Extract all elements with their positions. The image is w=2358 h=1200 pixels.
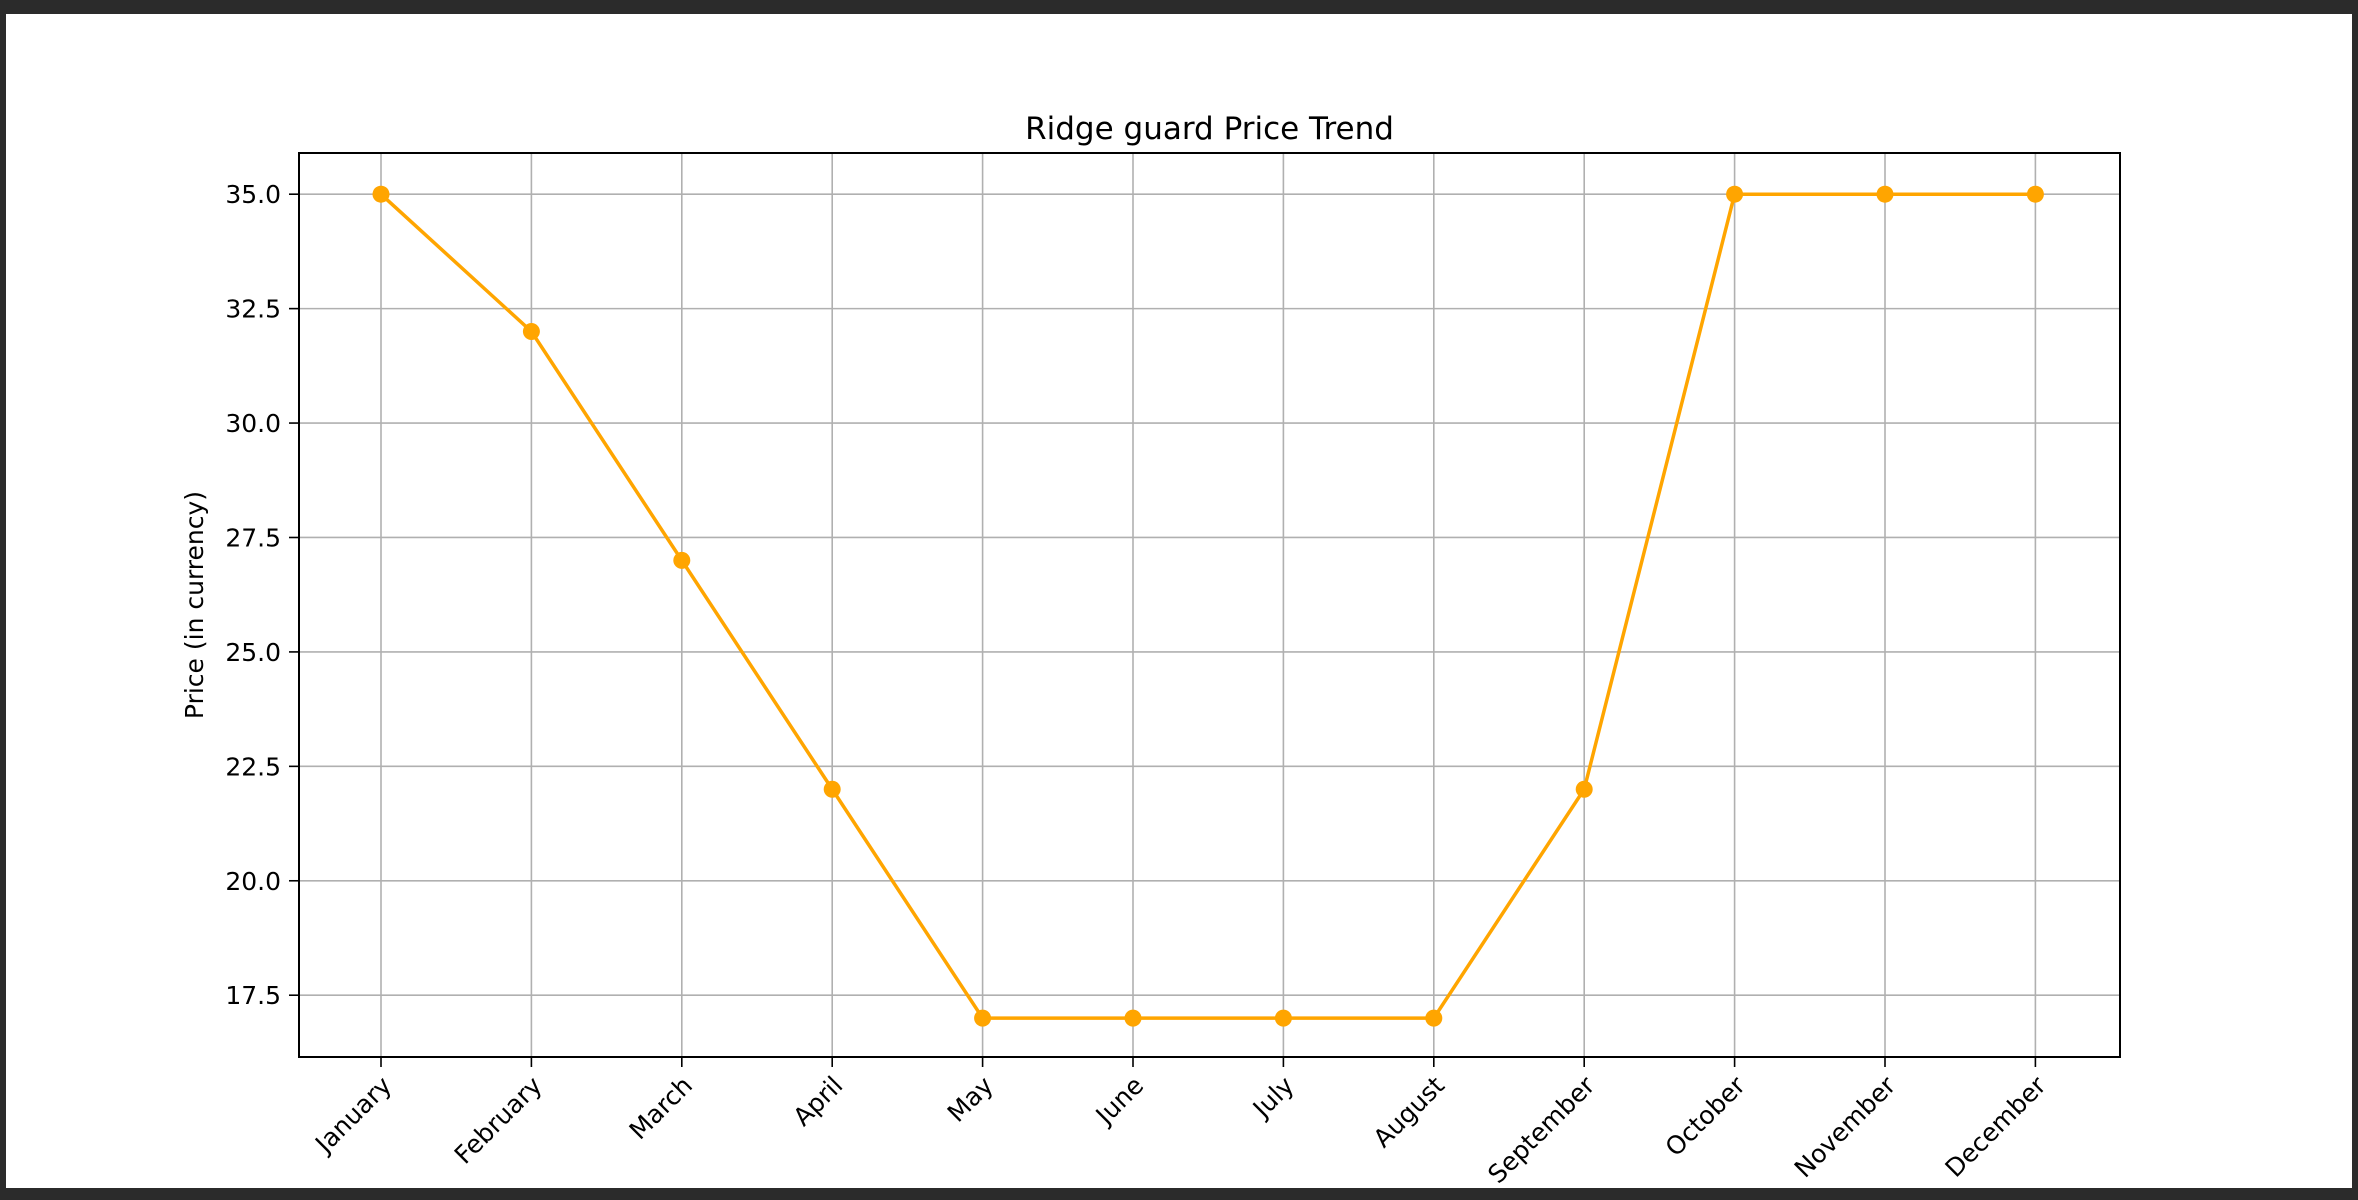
series-line — [379, 192, 2036, 1020]
data-point — [1575, 780, 1593, 798]
y-tick-label: 17.5 — [225, 981, 281, 1010]
x-tick-label: August — [1368, 1071, 1451, 1154]
data-point — [823, 780, 841, 798]
y-tick-label: 27.5 — [225, 523, 281, 552]
x-tick-label: December — [1939, 1070, 2052, 1183]
data-point — [2026, 185, 2044, 203]
y-tick-label: 20.0 — [225, 867, 281, 896]
y-axis: 17.5 20.0 22.5 25.0 27.5 30.0 32.5 35.0 — [225, 180, 299, 1010]
series-layer — [372, 185, 2044, 1027]
x-tick-label: September — [1482, 1070, 1601, 1188]
x-tick-label: May — [942, 1071, 999, 1128]
x-tick-label: July — [1246, 1071, 1300, 1125]
data-point — [372, 185, 390, 203]
grid-lines — [299, 153, 2120, 1057]
data-point — [1425, 1009, 1443, 1027]
data-point — [1726, 185, 1744, 203]
plot-area-frame — [298, 152, 2121, 1058]
x-tick-label: January — [308, 1071, 397, 1160]
x-tick-label: June — [1089, 1071, 1149, 1131]
y-tick-label: 22.5 — [225, 752, 281, 781]
data-point — [1124, 1009, 1142, 1027]
x-tick-label: February — [449, 1071, 548, 1170]
chart-title: Ridge guard Price Trend — [1025, 111, 1394, 147]
data-point — [1876, 185, 1894, 203]
data-point — [522, 323, 540, 341]
data-point — [673, 551, 691, 569]
y-axis-label: Price (in currency) — [180, 491, 209, 719]
x-tick-label: April — [788, 1071, 849, 1132]
y-tick-label: 25.0 — [225, 638, 281, 667]
line-chart: 17.5 20.0 22.5 25.0 27.5 30.0 32.5 35.0 January… — [180, 111, 2121, 1188]
y-tick-label: 32.5 — [225, 295, 281, 324]
x-axis: January February March April May June July Augu… — [308, 1057, 2052, 1188]
x-tick-label: November — [1789, 1070, 1902, 1183]
data-point — [974, 1009, 992, 1027]
x-tick-label: October — [1660, 1070, 1752, 1162]
y-tick-label: 30.0 — [225, 409, 281, 438]
x-tick-label: March — [624, 1071, 698, 1145]
y-tick-label: 35.0 — [225, 180, 281, 209]
figure-canvas: 17.5 20.0 22.5 25.0 27.5 30.0 32.5 35.0 January… — [6, 14, 2352, 1188]
data-point — [1274, 1009, 1292, 1027]
